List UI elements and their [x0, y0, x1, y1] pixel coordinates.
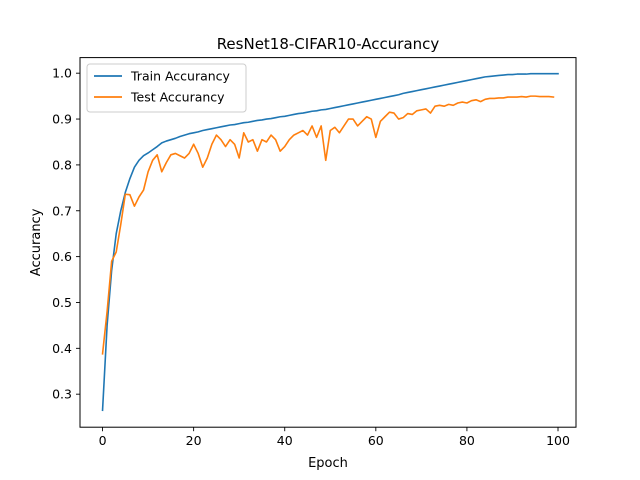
x-tick-label: 20: [186, 433, 202, 448]
legend-label-test: Test Accurancy: [130, 90, 225, 105]
series-line-test: [101, 95, 555, 355]
legend: Train Accurancy Test Accurancy: [86, 63, 247, 113]
series-line-train: [101, 72, 559, 412]
y-axis-label: Accurancy: [29, 208, 44, 276]
x-tick-label: 100: [546, 433, 570, 448]
y-tick-label: 0.5: [52, 295, 72, 310]
x-axis-ticks: 0 20 40 60 80 100: [99, 427, 570, 448]
y-axis-ticks: 0.3 0.4 0.5 0.6 0.7 0.8 0.9 1.0: [52, 66, 80, 402]
plot-lines: [101, 72, 559, 412]
x-tick-label: 80: [459, 433, 475, 448]
legend-box: [86, 63, 247, 113]
x-tick-label: 60: [368, 433, 384, 448]
axes-frame: [79, 57, 577, 428]
y-tick-label: 1.0: [52, 66, 72, 81]
y-tick-label: 0.4: [52, 341, 72, 356]
y-tick-label: 0.6: [52, 249, 72, 264]
chart-title: ResNet18-CIFAR10-Accurancy: [217, 35, 440, 53]
x-tick-label: 0: [99, 433, 107, 448]
legend-label-train: Train Accurancy: [130, 69, 231, 84]
y-tick-label: 0.7: [52, 203, 72, 218]
x-tick-label: 40: [277, 433, 293, 448]
y-tick-label: 0.9: [52, 112, 72, 127]
x-axis-label: Epoch: [308, 456, 348, 471]
y-tick-label: 0.3: [52, 387, 72, 402]
y-tick-label: 0.8: [52, 157, 72, 172]
